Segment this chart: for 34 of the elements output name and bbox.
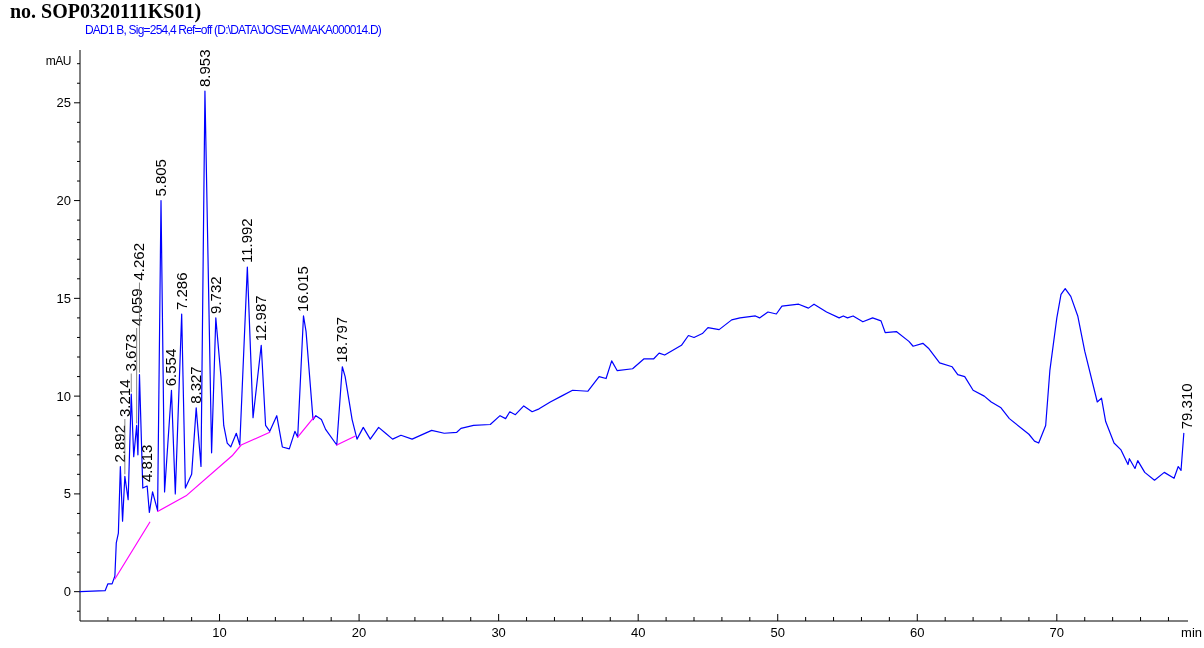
- annotation: 5.805: [152, 159, 170, 197]
- x-tick-label: 30: [491, 625, 506, 640]
- x-tick-label: 70: [1049, 625, 1065, 640]
- annotation: 18.797: [333, 316, 351, 363]
- y-tick-label: 20: [56, 193, 71, 209]
- y-tick-label: 0: [63, 584, 71, 600]
- y-tick-label: 10: [56, 388, 71, 404]
- x-axis-title: min: [1181, 625, 1202, 640]
- x-tick-label: 60: [910, 625, 925, 640]
- annotation: 4.059: [127, 288, 145, 327]
- annotation: 8.327: [187, 366, 205, 404]
- chart-subtitle: DAD1 B, Sig=254,4 Ref=off (D:\DATA\JOSEVAMAKA000014.D): [85, 23, 382, 37]
- annotation: 12.987: [252, 295, 270, 342]
- y-tick-label: 15: [56, 290, 71, 306]
- x-tick-label: 40: [630, 625, 646, 640]
- x-tick-label: 50: [770, 625, 785, 640]
- annotation: 2.892: [111, 424, 129, 463]
- annotation: 11.992: [238, 218, 256, 264]
- annotation: 9.732: [206, 276, 224, 314]
- x-tick-label: 10: [212, 625, 227, 640]
- annotation: 3.214: [115, 379, 133, 418]
- annotation: 3.673: [122, 333, 140, 372]
- chart-title: no. SOP0320111KS01): [10, 0, 202, 23]
- annotation: 16.015: [294, 266, 312, 312]
- y-tick-label: 5: [63, 486, 71, 502]
- annotation: 4.262: [130, 242, 148, 281]
- y-tick-label: 25: [56, 95, 71, 111]
- x-tick-label: 20: [351, 625, 367, 640]
- y-axis-title: mAU: [45, 54, 71, 68]
- annotation: 6.554: [162, 348, 180, 387]
- annotation: 7.286: [172, 272, 190, 310]
- annotation: 8.953: [195, 49, 213, 88]
- annotation: 79.310: [1177, 383, 1195, 430]
- annotation: 4.813: [138, 444, 156, 483]
